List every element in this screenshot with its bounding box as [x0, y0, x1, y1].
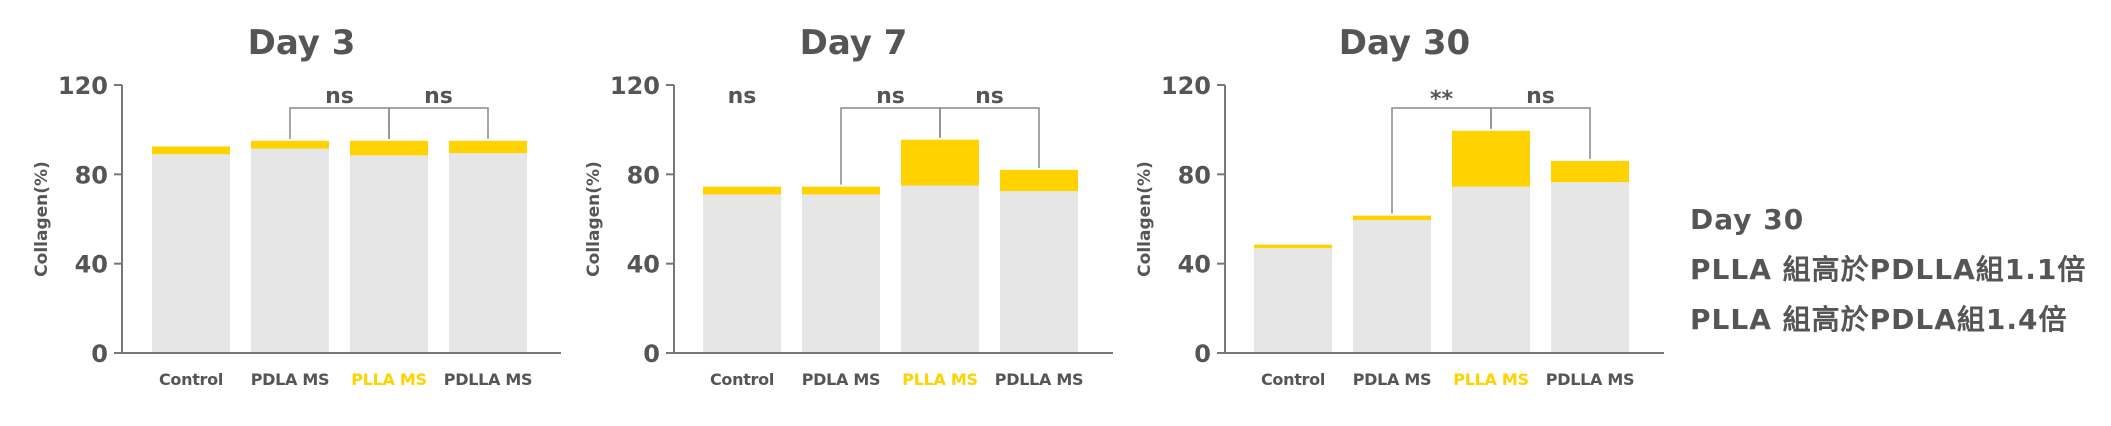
- chart-1-significance-bracket-1: [289, 107, 390, 139]
- chart-3-x-tick-label-2: PDLA MS: [1353, 370, 1432, 389]
- chart-2-x-tick-label-2: PDLA MS: [802, 370, 881, 389]
- chart-3-y-tick-label-120: 120: [1161, 72, 1211, 100]
- chart-1-bar-base-3: [350, 155, 428, 353]
- chart-2-significance-label-2: ns: [876, 84, 905, 109]
- chart-3-bar-base-4: [1551, 182, 1629, 353]
- chart-3-x-tick-label-3: PLLA MS: [1453, 370, 1528, 389]
- chart-2-bar-base-1: [703, 194, 781, 353]
- chart-2-bar-base-2: [802, 194, 880, 353]
- chart-1-y-tick-label-80: 80: [75, 161, 108, 189]
- chart-1-bar-base-1: [152, 154, 230, 353]
- chart-1-x-tick-label-3: PLLA MS: [351, 370, 426, 389]
- chart-1-bar-base-4: [449, 153, 527, 353]
- chart-3-bar-base-2: [1353, 220, 1431, 353]
- chart-1-x-tick-label-2: PDLA MS: [251, 370, 330, 389]
- chart-1-y-tick-label-40: 40: [75, 251, 108, 279]
- chart-3-x-tick-label-1: Control: [1261, 370, 1325, 389]
- chart-2-bar-base-3: [901, 185, 979, 353]
- chart-3-significance-bracket-2: [1490, 107, 1591, 159]
- chart-3-y-tick-label-0: 0: [1194, 340, 1211, 368]
- chart-3-y-tick-label-40: 40: [1178, 251, 1211, 279]
- chart-3-significance-label-1: **: [1430, 87, 1454, 112]
- collagen-charts: Day 3 Collagen(%) 0 40 80 120 Control PDLA MS PL…: [32, 23, 1664, 389]
- chart-1-bar-top-4: [449, 140, 527, 154]
- chart-1-significance-label-2: ns: [424, 84, 453, 109]
- chart-2-bar-top-1: [703, 186, 781, 195]
- chart-2-bar-top-3: [901, 139, 979, 186]
- chart-2-significance-label-1: ns: [728, 84, 757, 109]
- chart-2-significance-label-3: ns: [975, 84, 1004, 109]
- chart-1-bar-top-2: [251, 140, 329, 149]
- chart-3-significance-label-2: ns: [1526, 84, 1555, 109]
- chart-1-y-tick-label-0: 0: [91, 340, 108, 368]
- chart-1-x-tick-label-1: Control: [159, 370, 223, 389]
- chart-3-y-axis-label: Collagen(%): [1135, 161, 1155, 277]
- chart-1-significance-label-1: ns: [325, 84, 354, 109]
- chart-2-y-axis-label: Collagen(%): [584, 161, 604, 277]
- notes-heading: Day 30: [1690, 203, 1805, 236]
- chart-3-title: Day 30: [1339, 23, 1470, 63]
- chart-3-bar-top-4: [1551, 160, 1629, 183]
- chart-3-y-tick-label-80: 80: [1178, 161, 1211, 189]
- notes-panel: Day 30 PLLA 組高於PDLLA組1.1倍 PLLA 組高於PDLA組1…: [1690, 195, 2100, 345]
- chart-1-bar-top-1: [152, 146, 230, 155]
- chart-2-bar-top-2: [802, 186, 880, 195]
- chart-1-y-axis-label: Collagen(%): [32, 161, 52, 277]
- chart-3-bar-base-1: [1254, 248, 1332, 353]
- chart-2-bar-top-4: [1000, 169, 1078, 192]
- chart-1-y-tick-label-120: 120: [58, 72, 108, 100]
- chart-2-y-tick-label-80: 80: [627, 161, 660, 189]
- chart-3-bar-top-2: [1353, 215, 1431, 221]
- notes-line-2: PLLA 組高於PDLA組1.4倍: [1690, 303, 2068, 336]
- chart-2-x-tick-label-1: Control: [710, 370, 774, 389]
- chart-2-x-tick-label-3: PLLA MS: [902, 370, 977, 389]
- chart-2-title: Day 7: [800, 23, 908, 63]
- chart-3-bar-top-3: [1452, 130, 1530, 187]
- chart-1-title: Day 3: [248, 23, 356, 63]
- chart-1-significance-bracket-2: [388, 107, 489, 139]
- chart-1-bar-top-3: [350, 140, 428, 156]
- chart-2-y-tick-label-0: 0: [643, 340, 660, 368]
- chart-3-x-tick-label-4: PDLLA MS: [1546, 370, 1634, 389]
- chart-2-y-tick-label-40: 40: [627, 251, 660, 279]
- chart-2-bar-base-4: [1000, 191, 1078, 353]
- chart-3-bar-top-1: [1254, 244, 1332, 249]
- chart-2-significance-bracket-3: [939, 107, 1040, 168]
- chart-2-x-tick-label-4: PDLLA MS: [995, 370, 1083, 389]
- notes-line-1: PLLA 組高於PDLLA組1.1倍: [1690, 253, 2087, 286]
- chart-1-x-tick-label-4: PDLLA MS: [444, 370, 532, 389]
- chart-2-y-tick-label-120: 120: [610, 72, 660, 100]
- chart-3-bar-base-3: [1452, 186, 1530, 353]
- chart-1-bar-base-2: [251, 148, 329, 353]
